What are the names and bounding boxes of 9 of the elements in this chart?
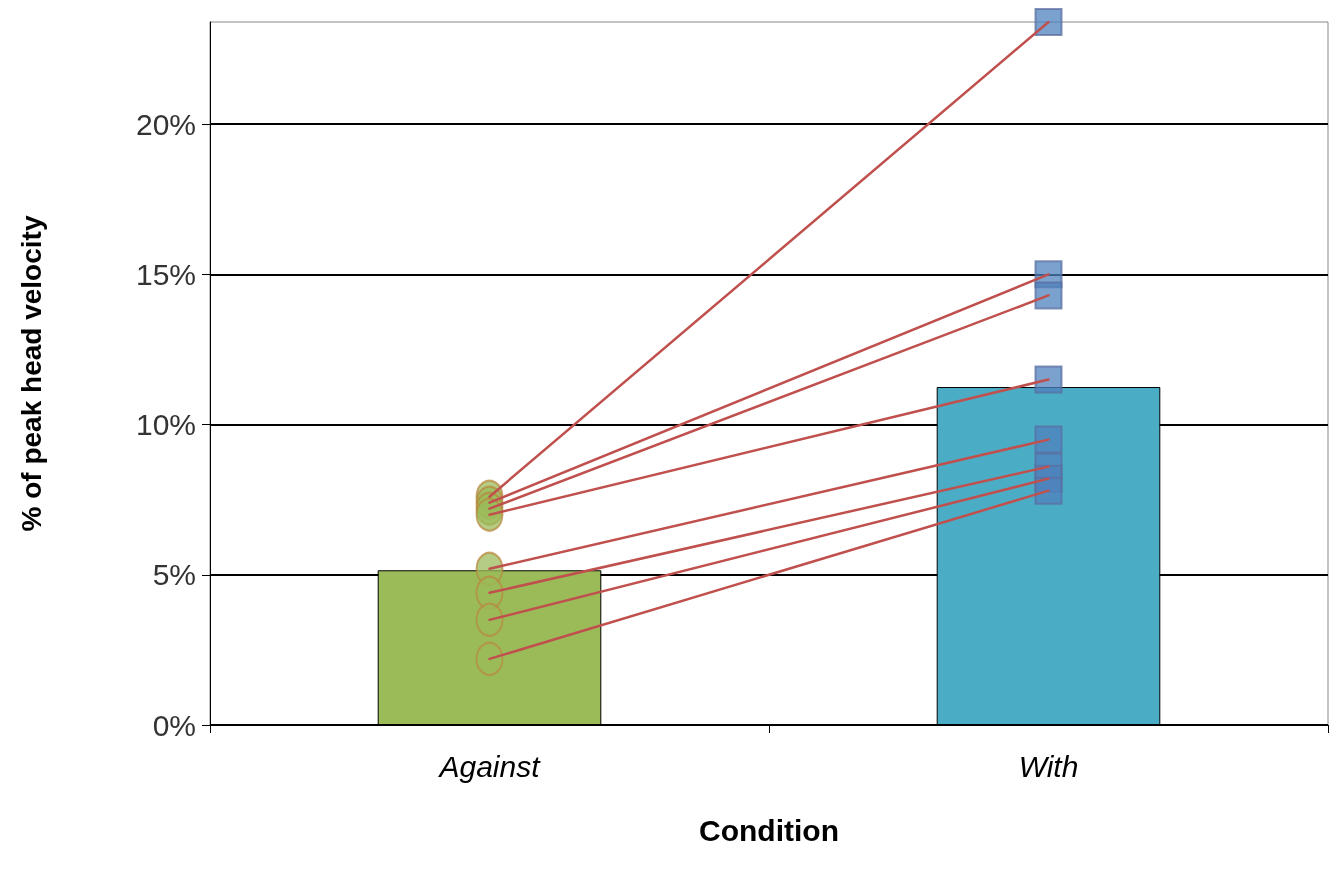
x-tick-label: Against [437,749,542,783]
y-tick-label: 15% [135,257,196,291]
y-tick-label: 10% [135,408,196,442]
x-tick-label: With [1018,749,1079,783]
y-tick-label: 0% [152,708,196,742]
y-tick-label: 5% [152,558,196,592]
y-tick-label: 20% [135,107,196,141]
x-axis-title: Condition [699,813,839,847]
y-axis-title: % of peak head velocity [15,215,47,532]
